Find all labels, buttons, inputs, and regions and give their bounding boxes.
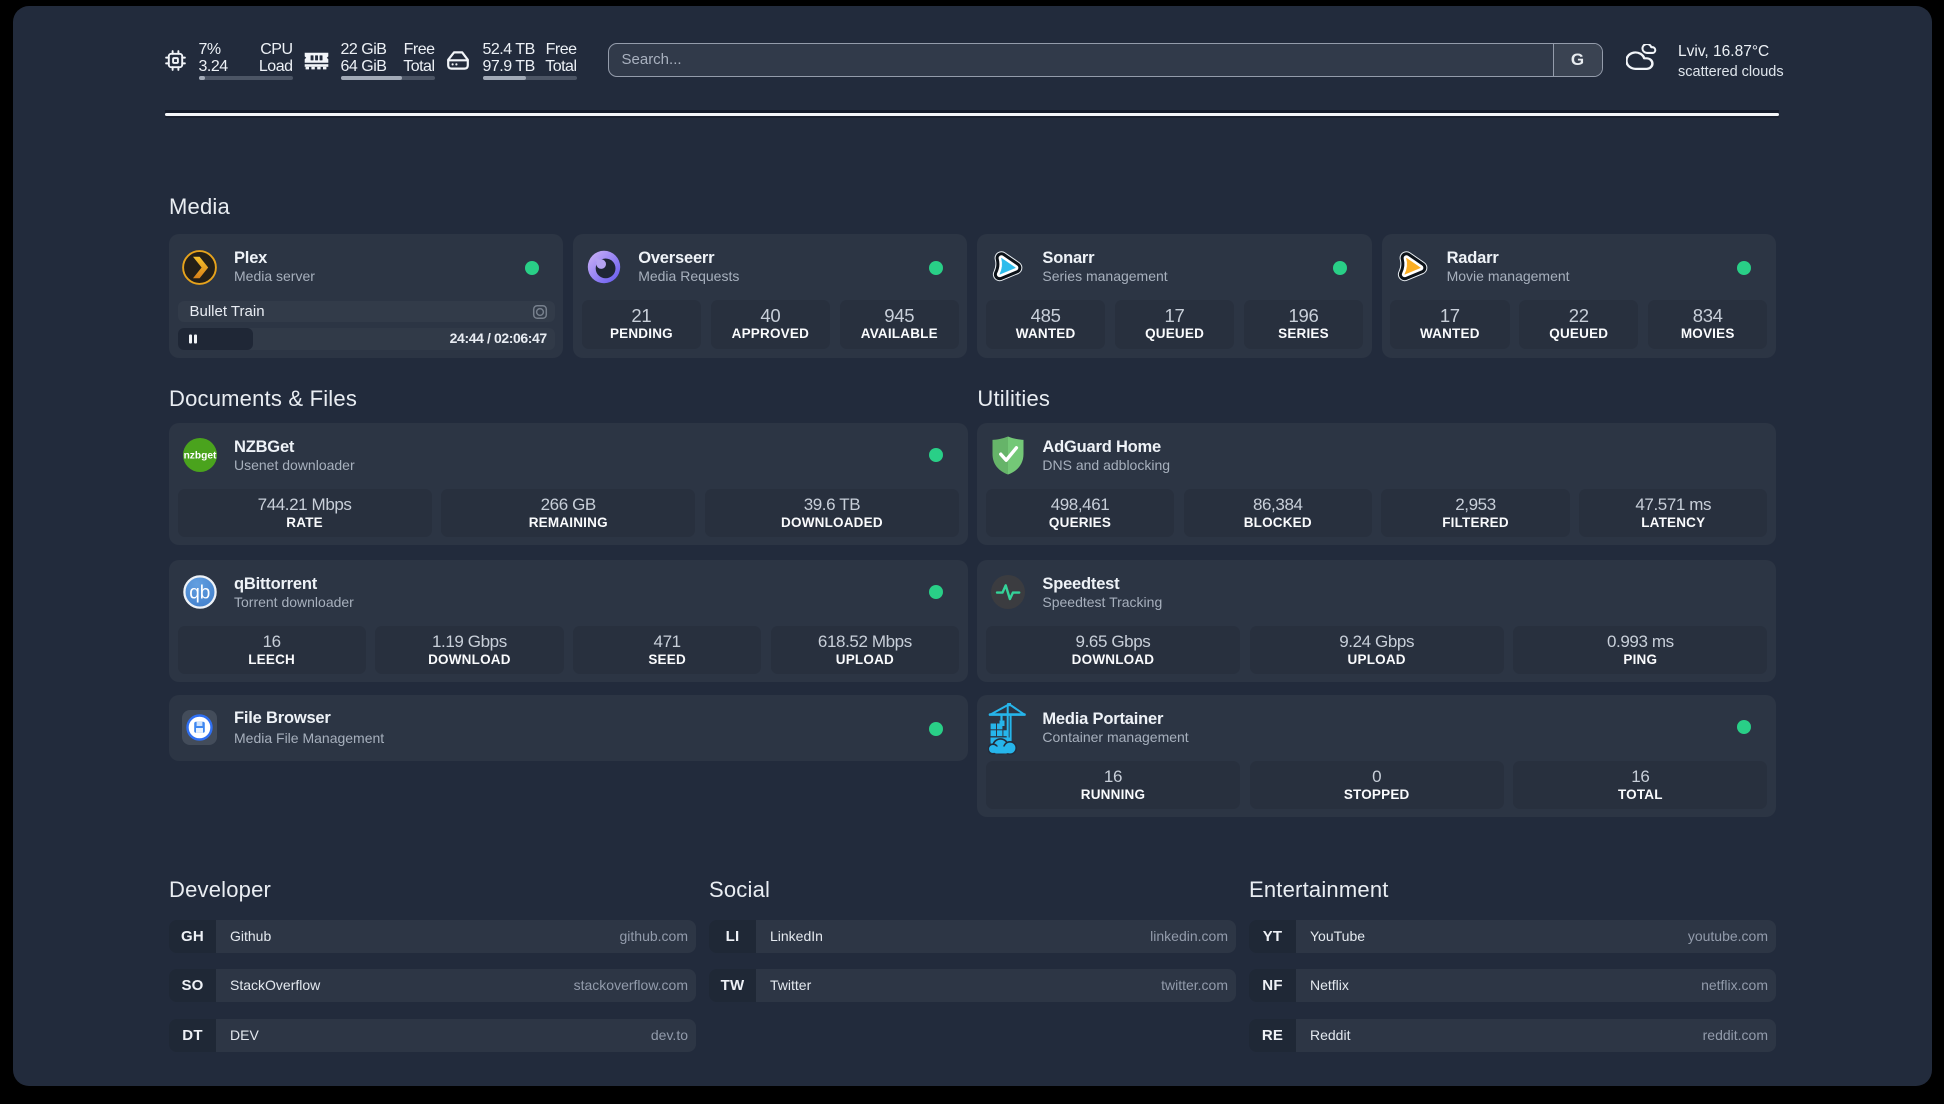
svg-text:qb: qb [189, 582, 210, 603]
svg-text:nzbget: nzbget [184, 451, 217, 462]
